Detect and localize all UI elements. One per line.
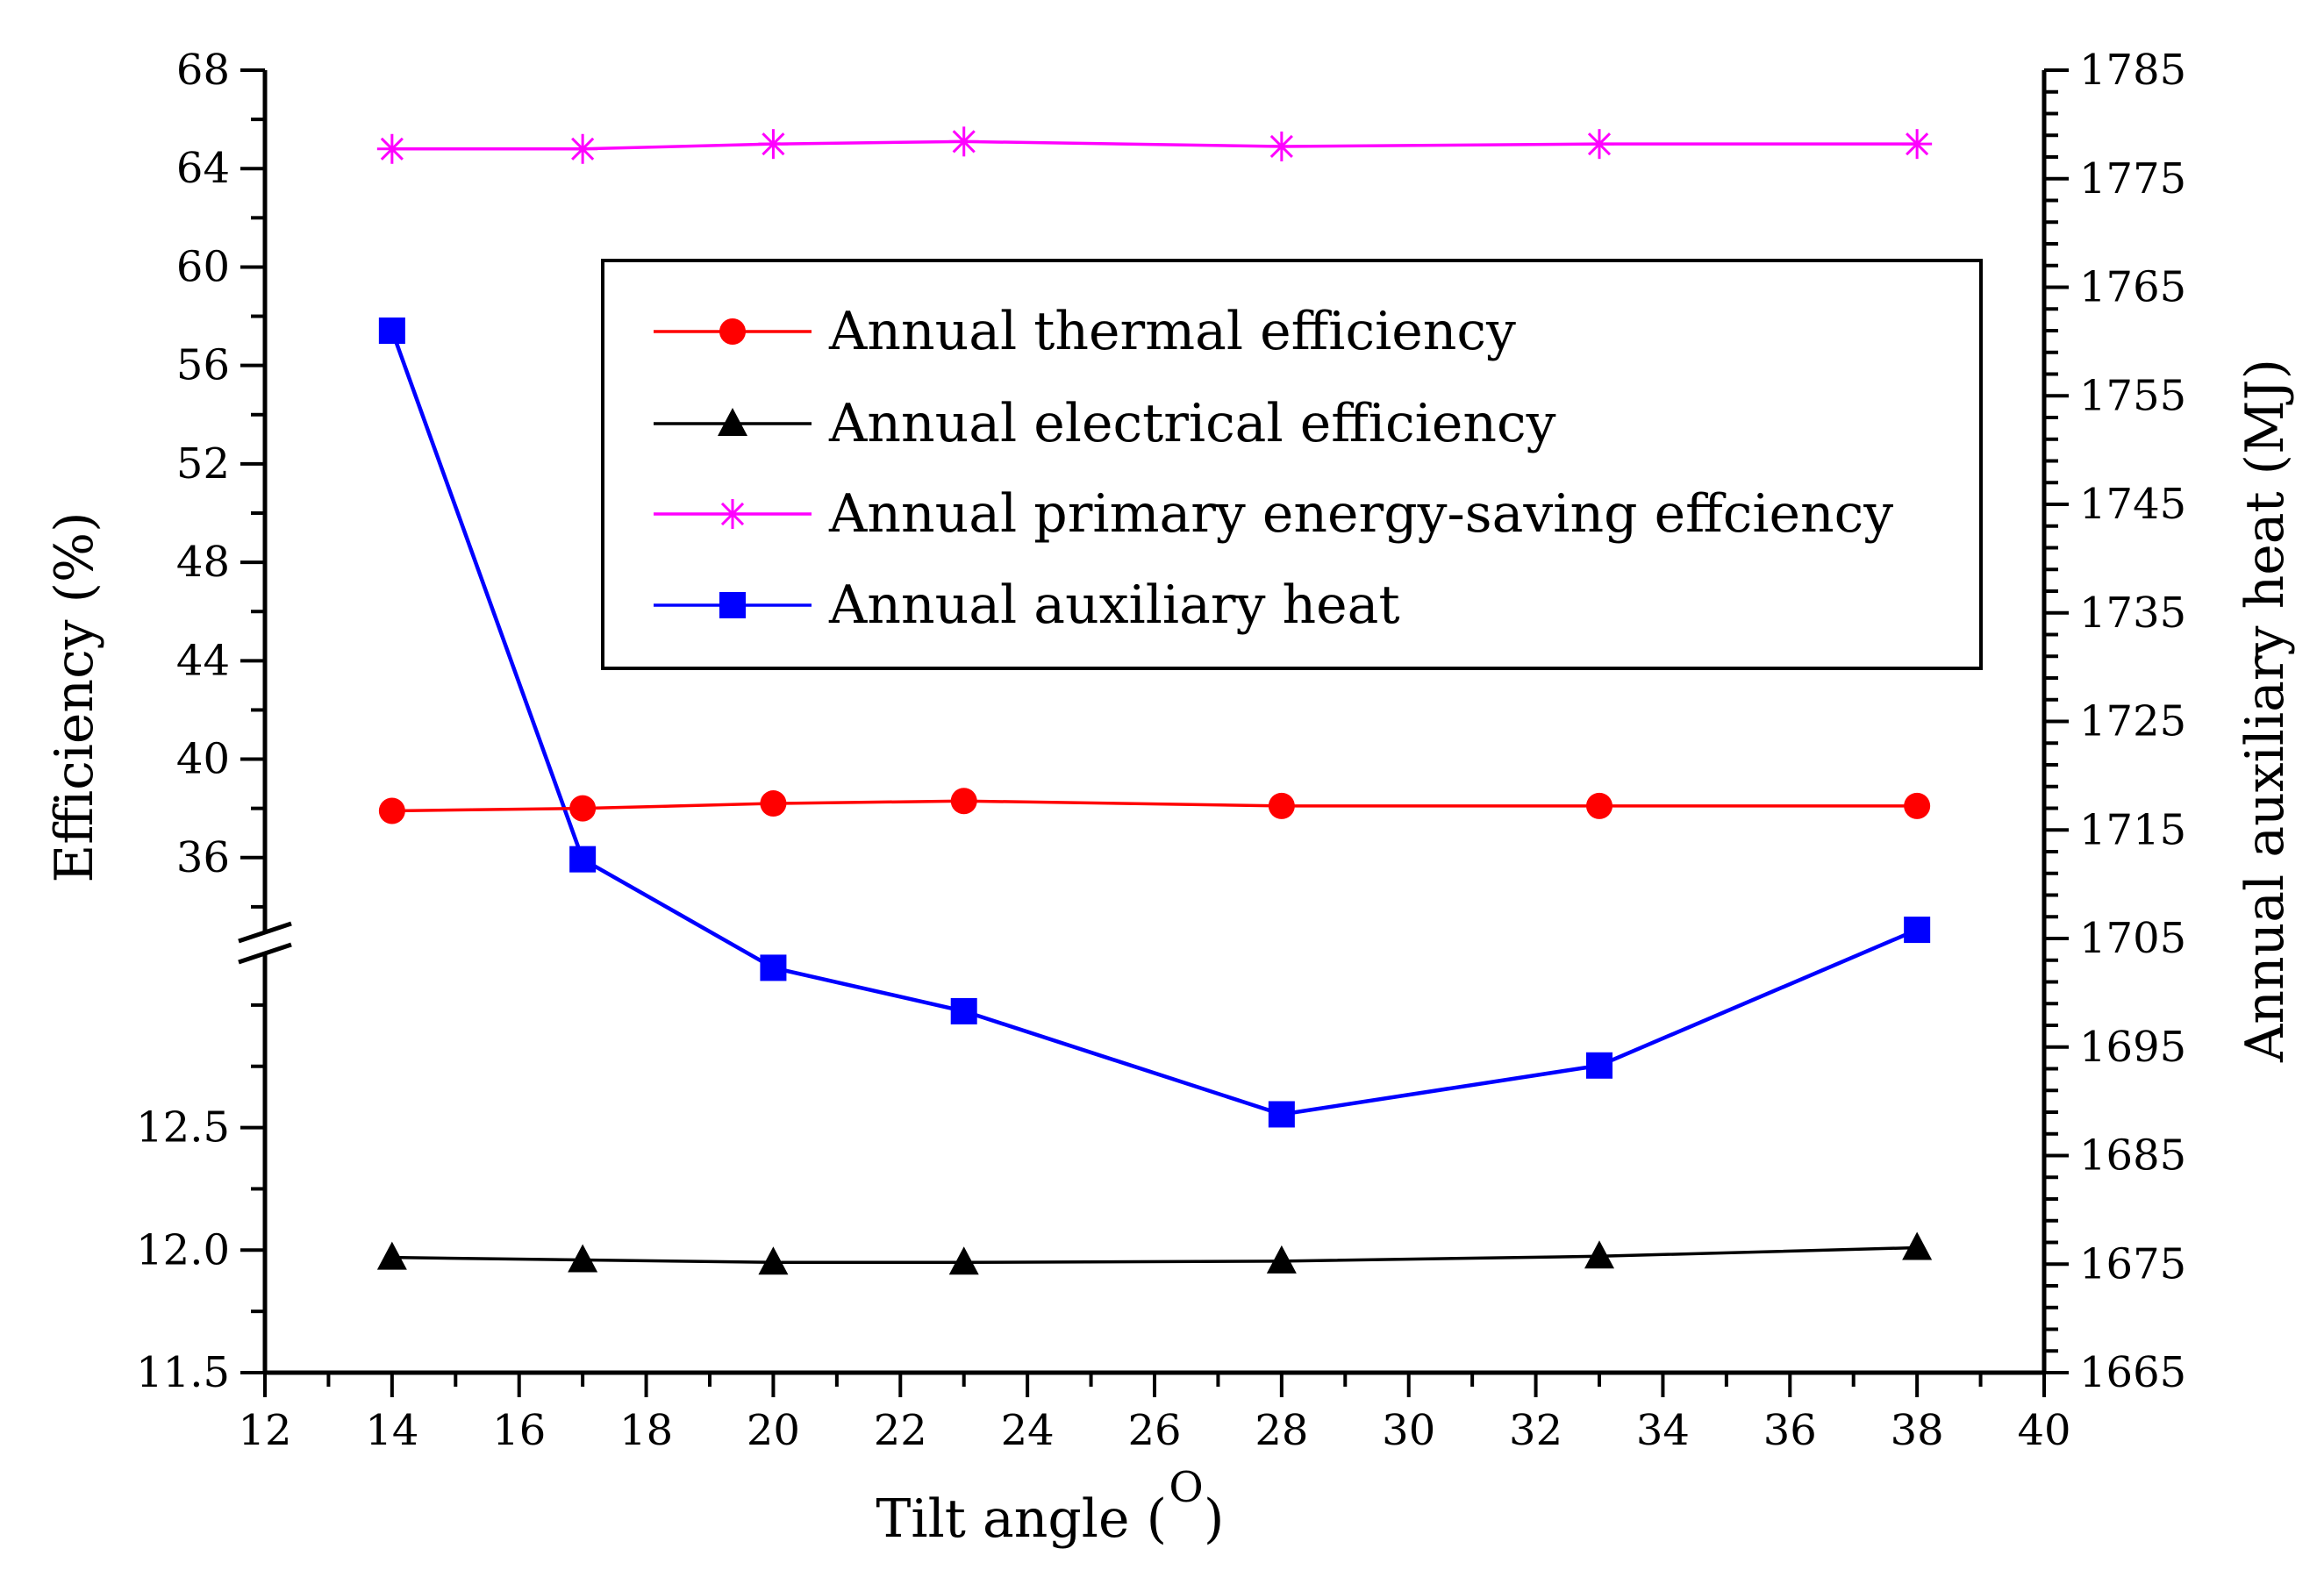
data-point-annual-electrical-efficiency: [1902, 1231, 1933, 1260]
x-tick-label: 18: [619, 1406, 673, 1455]
y-axis-right: 1665 1675 1685 1695 1705 1715 1725 1735 1745 1755…: [2044, 46, 2186, 1397]
y-axis-left: 36 40 44 48 52 56 60 64 68 11.5 12.0 12.5: [136, 46, 265, 1397]
data-point-annual-thermal-efficiency: [1586, 792, 1612, 819]
y-right-tick-label: 1765: [2079, 263, 2186, 312]
x-tick-label: 26: [1127, 1406, 1181, 1455]
x-tick-label: 28: [1255, 1406, 1308, 1455]
series-layer: [376, 126, 1933, 1275]
y-left-tick-label: 12.0: [136, 1225, 230, 1274]
data-point-annual-thermal-efficiency: [1268, 792, 1295, 819]
y-left-tick-label: 68: [176, 46, 230, 95]
y-right-tick-label: 1775: [2079, 154, 2186, 203]
series-line-annual-thermal-efficiency: [391, 799, 1918, 813]
data-point-annual-auxiliary-heat: [1904, 917, 1931, 944]
y-right-tick-label: 1755: [2079, 371, 2186, 420]
x-tick-label: 34: [1636, 1406, 1690, 1455]
series-line-annual-primary-energy-saving-effciency: [391, 139, 1918, 151]
legend-box: [601, 259, 1983, 670]
legend-marker: [719, 592, 746, 618]
data-point-annual-auxiliary-heat: [1268, 1101, 1295, 1128]
data-point-annual-thermal-efficiency: [1904, 792, 1931, 819]
data-point-annual-auxiliary-heat: [760, 954, 787, 981]
data-point-annual-primary-energy-saving-effciency: [1902, 129, 1933, 160]
axis-break-mark: [238, 921, 292, 944]
y-right-tick-label: 1695: [2079, 1023, 2186, 1072]
legend-marker: [718, 499, 747, 529]
legend-marker: [719, 318, 746, 345]
data-point-annual-electrical-efficiency: [376, 1241, 407, 1270]
y-left-tick-label: 44: [176, 636, 230, 685]
data-point-annual-electrical-efficiency: [1266, 1245, 1297, 1274]
y-right-tick-label: 1745: [2079, 480, 2186, 529]
legend: Annual thermal efficiency Annual electric…: [601, 259, 1983, 670]
y-left-tick-label: 60: [176, 242, 230, 291]
y-right-tick-label: 1685: [2079, 1131, 2186, 1181]
series-line-annual-electrical-efficiency: [391, 1245, 1918, 1265]
y-left-tick-label: 64: [176, 144, 230, 193]
x-tick-label: 38: [1891, 1406, 1944, 1455]
y-left-tick-label: 36: [176, 833, 230, 882]
legend-marker: [718, 408, 747, 436]
x-tick-label: 20: [747, 1406, 800, 1455]
x-tick-label: 36: [1763, 1406, 1817, 1455]
data-point-annual-electrical-efficiency: [758, 1246, 789, 1275]
data-point-annual-thermal-efficiency: [950, 788, 977, 815]
data-point-annual-electrical-efficiency: [948, 1246, 979, 1275]
y-left-tick-label: 12.5: [136, 1103, 230, 1153]
x-tick-label: 14: [365, 1406, 418, 1455]
y-right-tick-label: 1785: [2079, 46, 2186, 95]
y-right-tick-label: 1705: [2079, 914, 2186, 963]
data-point-annual-thermal-efficiency: [378, 797, 405, 824]
data-point-annual-primary-energy-saving-effciency: [1266, 131, 1297, 161]
x-tick-label: 16: [492, 1406, 546, 1455]
x-tick-label: 30: [1382, 1406, 1435, 1455]
y-axis-right-title: Annual auxiliary heat (MJ): [2235, 359, 2296, 1063]
data-point-annual-primary-energy-saving-effciency: [376, 133, 407, 164]
y-left-tick-label: 48: [176, 538, 230, 587]
x-tick-label: 24: [1001, 1406, 1055, 1455]
data-point-annual-auxiliary-heat: [378, 318, 405, 344]
legend-label: Annual thermal efficiency: [828, 301, 1516, 362]
y-left-tick-label: 56: [176, 341, 230, 390]
data-point-annual-auxiliary-heat: [950, 997, 977, 1024]
legend-label: Annual electrical efficiency: [828, 393, 1556, 454]
data-point-annual-electrical-efficiency: [1584, 1240, 1614, 1269]
data-point-annual-auxiliary-heat: [1586, 1052, 1612, 1079]
x-tick-label: 22: [874, 1406, 927, 1455]
y-left-tick-label: 11.5: [136, 1348, 230, 1397]
legend-label: Annual primary energy-saving effciency: [828, 483, 1893, 545]
x-axis-title-superscript: O: [1169, 1463, 1203, 1512]
x-axis-title: Tilt angle (: [876, 1488, 1167, 1550]
x-tick-label: 32: [1509, 1406, 1562, 1455]
data-point-annual-thermal-efficiency: [760, 790, 787, 817]
x-axis: 12 14 16 18 20 22 24 26 28 30 32 34 36 38 40: [238, 1373, 2071, 1455]
y-left-tick-label: 52: [176, 439, 230, 489]
y-right-tick-label: 1665: [2079, 1348, 2186, 1397]
data-point-annual-primary-energy-saving-effciency: [758, 129, 789, 160]
y-right-tick-label: 1735: [2079, 589, 2186, 638]
legend-label: Annual auxiliary heat: [828, 574, 1400, 636]
data-point-annual-primary-energy-saving-effciency: [948, 126, 979, 157]
y-right-tick-label: 1675: [2079, 1239, 2186, 1288]
x-tick-label: 40: [2017, 1406, 2070, 1455]
y-axis-left-title: Efficiency (%): [44, 512, 105, 883]
y-left-tick-label: 40: [176, 735, 230, 784]
y-right-tick-label: 1725: [2079, 697, 2186, 746]
x-tick-label: 12: [238, 1406, 291, 1455]
axis-break-mark: [238, 942, 292, 965]
data-point-annual-thermal-efficiency: [569, 795, 597, 822]
data-point-annual-auxiliary-heat: [569, 846, 597, 873]
x-axis-title-close: ): [1204, 1488, 1224, 1550]
data-point-annual-primary-energy-saving-effciency: [568, 133, 598, 164]
data-point-annual-primary-energy-saving-effciency: [1584, 129, 1614, 160]
y-right-tick-label: 1715: [2079, 805, 2186, 854]
data-point-annual-electrical-efficiency: [568, 1244, 598, 1273]
